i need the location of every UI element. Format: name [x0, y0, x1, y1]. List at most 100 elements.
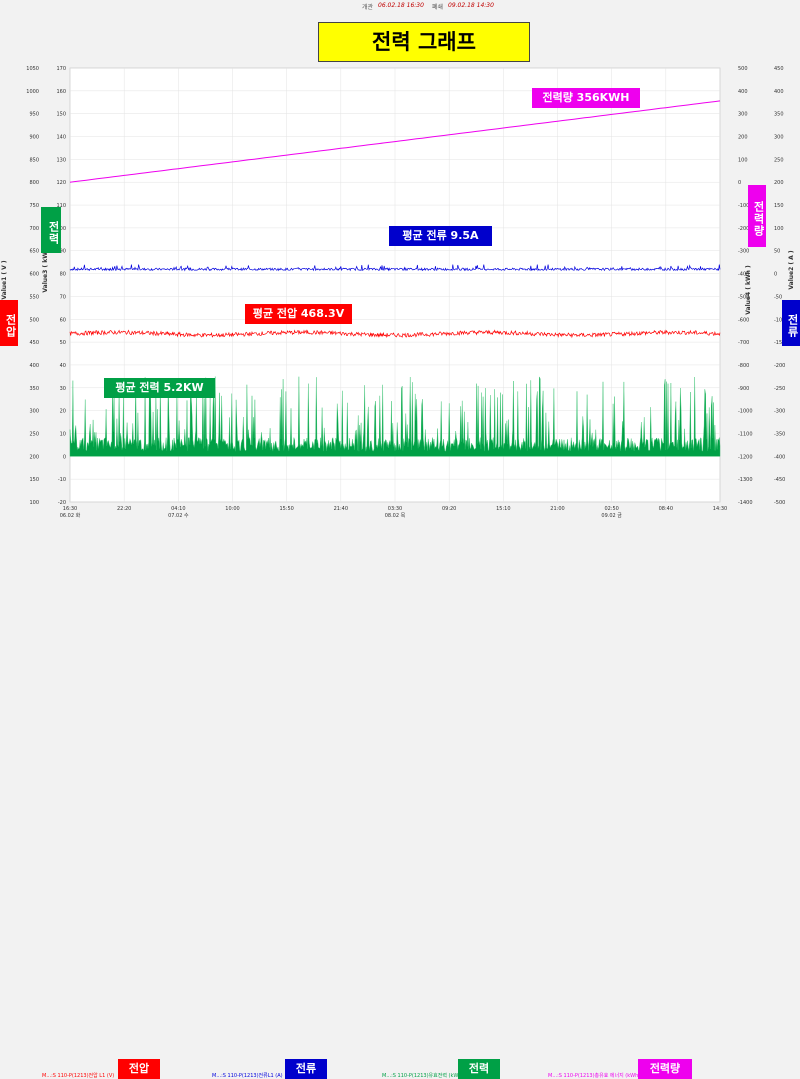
y-tick-label: 850 [29, 157, 39, 163]
y-tick-label: 400 [738, 89, 748, 95]
y-tick-label: -10 [58, 477, 66, 483]
y-tick-label: 400 [29, 363, 39, 369]
y-tick-label: 40 [60, 363, 66, 369]
y-tick-label: -900 [738, 386, 749, 392]
y-tick-label: 90 [60, 249, 66, 255]
y-tick-label: 110 [56, 203, 66, 209]
x-tick-label: 09:20 [442, 506, 456, 512]
legend-voltage-box: 전압 [118, 1059, 160, 1079]
x-tick-label: 21:40 [334, 506, 348, 512]
x-tick-label: 15:10 [496, 506, 510, 512]
x-tick-label: 03:30 [388, 506, 402, 512]
y-tick-label: 30 [60, 386, 66, 392]
legend-power-text: M...:S 110-P(1213)유효전력 (kW) [382, 1073, 461, 1079]
axis-title: Value4 ( kWh ) [745, 265, 752, 315]
y-tick-label: 550 [29, 294, 39, 300]
y-tick-label: 450 [774, 66, 784, 72]
legend: M...:S 110-P(1213)전압 L1 (V) 전압 M...:S 11… [0, 530, 800, 1079]
legend-energy-text: M...:S 110-P(1213)총유효 에너지 (kWh) [548, 1073, 641, 1079]
y-tick-label: -100 [738, 203, 749, 209]
axis-labels: 1001502002503003504004505005506006507007… [1, 66, 795, 519]
y-tick-label: -150 [774, 340, 785, 346]
legend-power-box: 전력 [458, 1059, 500, 1079]
y-tick-label: 650 [29, 249, 39, 255]
y-tick-label: 150 [56, 112, 66, 118]
y-tick-label: -450 [774, 477, 785, 483]
chart-title: 전력 그래프 [318, 22, 530, 62]
x-date-label: 06.02 화 [60, 513, 81, 519]
y-tick-label: 950 [29, 112, 39, 118]
y-tick-label: -200 [774, 363, 785, 369]
y-tick-label: 100 [29, 500, 39, 506]
y-tick-label: 100 [56, 226, 66, 232]
left-power-label: 전력 [41, 207, 61, 253]
y-tick-label: 450 [29, 340, 39, 346]
y-tick-label: -1200 [738, 454, 753, 460]
y-tick-label: -300 [738, 249, 749, 255]
y-tick-label: 250 [774, 157, 784, 163]
y-tick-label: -1000 [738, 409, 753, 415]
y-tick-label: 600 [29, 272, 39, 278]
x-tick-label: 21:00 [550, 506, 564, 512]
left-voltage-label: 전압 [0, 300, 18, 346]
y-tick-label: 70 [60, 294, 66, 300]
right-energy-label: 전력량 [748, 185, 766, 247]
y-tick-label: -400 [774, 454, 785, 460]
x-tick-label: 10:00 [225, 506, 239, 512]
series [69, 100, 721, 457]
y-tick-label: 900 [29, 135, 39, 141]
legend-energy-box: 전력량 [638, 1059, 692, 1079]
period-start-value: 06.02.18 16:30 [378, 2, 424, 9]
y-tick-label: 200 [738, 135, 748, 141]
y-tick-label: 10 [60, 431, 66, 437]
power-label: 평균 전력 5.2KW [104, 378, 215, 398]
y-tick-label: -1400 [738, 500, 753, 506]
y-tick-label: 750 [29, 203, 39, 209]
y-tick-label: 300 [774, 135, 784, 141]
x-date-label: 09.02 금 [601, 513, 622, 519]
period-bar: 개관 06.02.18 16:30 폐쇄 09.02.18 14:30 [0, 0, 800, 12]
y-tick-label: -600 [738, 317, 749, 323]
period-end-value: 09.02.18 14:30 [448, 2, 494, 9]
y-tick-label: 100 [738, 157, 748, 163]
y-tick-label: 150 [774, 203, 784, 209]
y-tick-label: -1300 [738, 477, 753, 483]
y-tick-label: -500 [774, 500, 785, 506]
y-tick-label: -250 [774, 386, 785, 392]
y-tick-label: 200 [774, 180, 784, 186]
x-tick-label: 15:50 [279, 506, 293, 512]
y-tick-label: 250 [29, 431, 39, 437]
axis-title: Value2 ( A ) [788, 250, 795, 290]
y-tick-label: -50 [774, 294, 782, 300]
y-tick-label: 400 [774, 89, 784, 95]
y-tick-label: -300 [774, 409, 785, 415]
series-area-power [69, 376, 721, 457]
y-tick-label: -350 [774, 431, 785, 437]
legend-voltage-text: M...:S 110-P(1213)전압 L1 (V) [42, 1073, 115, 1079]
y-tick-label: 170 [56, 66, 66, 72]
x-tick-label: 22:20 [117, 506, 131, 512]
y-tick-label: 80 [60, 272, 66, 278]
y-tick-label: -400 [738, 272, 749, 278]
series-line-current [69, 264, 721, 272]
y-tick-label: 300 [738, 112, 748, 118]
x-date-label: 07.02 수 [168, 513, 189, 519]
y-tick-label: 140 [56, 135, 66, 141]
y-tick-label: 1000 [26, 89, 39, 95]
legend-current-text: M...:S 110-P(1213)전류L1 (A) [212, 1073, 283, 1079]
x-date-label: 08.02 목 [385, 513, 406, 519]
x-tick-label: 16:30 [63, 506, 77, 512]
y-tick-label: -200 [738, 226, 749, 232]
axis-title: Value3 ( kW ) [42, 247, 49, 293]
y-tick-label: 160 [56, 89, 66, 95]
y-tick-label: 150 [29, 477, 39, 483]
x-tick-label: 14:30 [713, 506, 727, 512]
x-tick-label: 04:10 [171, 506, 185, 512]
axis-title: Value1 ( V ) [1, 260, 8, 300]
y-tick-label: -1100 [738, 431, 753, 437]
grid [69, 67, 721, 503]
x-tick-label: 08:40 [659, 506, 673, 512]
y-tick-label: 50 [60, 340, 66, 346]
y-tick-label: -20 [58, 500, 66, 506]
y-tick-label: -100 [774, 317, 785, 323]
